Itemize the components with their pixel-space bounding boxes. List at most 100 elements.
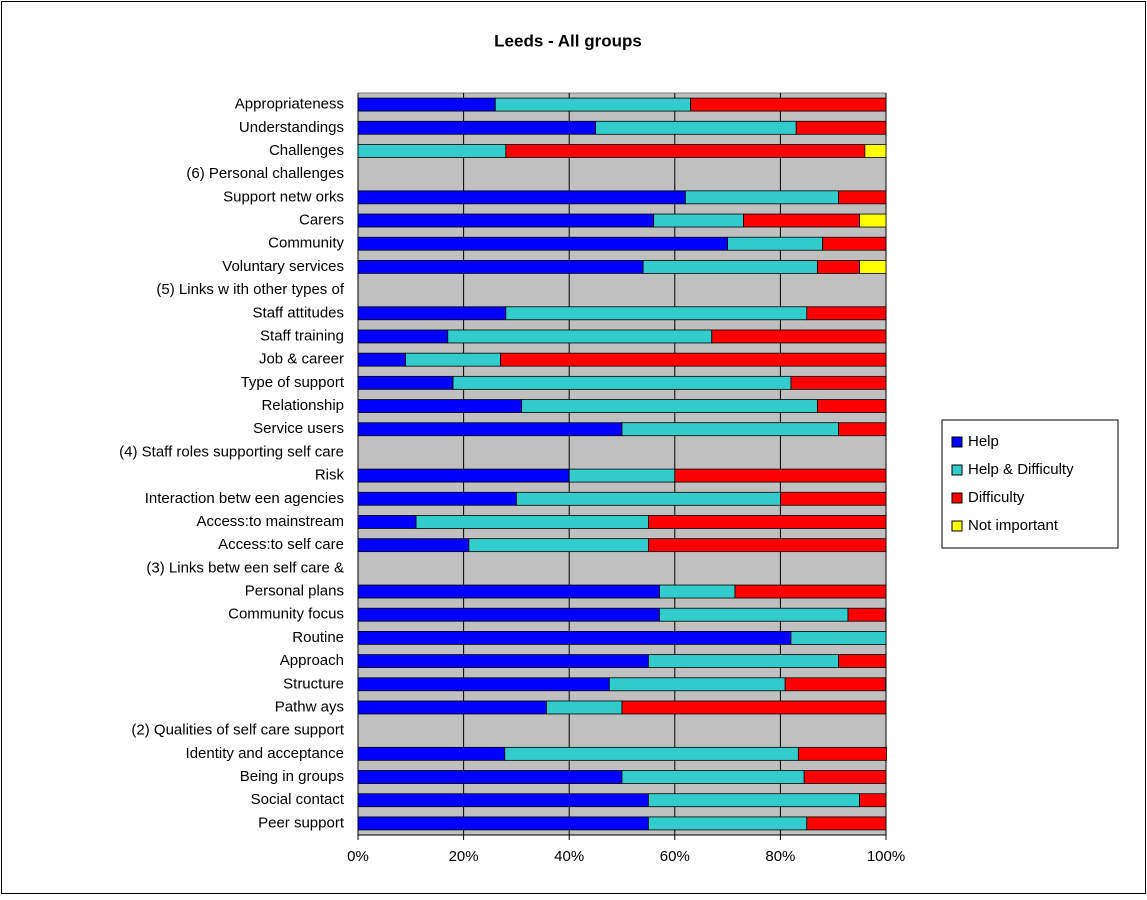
bar-segment: [847, 607, 886, 622]
bar-segment: [838, 422, 887, 437]
bar-segment: [357, 190, 686, 205]
bar-segment: [357, 352, 406, 367]
y-tick-label: Access:to mainstream: [196, 513, 344, 530]
y-tick-label: Being in groups: [240, 768, 344, 785]
bar-segment: [797, 746, 887, 761]
legend-swatch: [951, 520, 963, 532]
y-tick-label: Support netw orks: [223, 188, 344, 205]
y-tick-label: Community focus: [228, 606, 344, 623]
legend-label: Difficulty: [968, 489, 1025, 506]
bar-segment: [621, 700, 887, 715]
y-tick-label: Appropriateness: [235, 96, 344, 113]
bar-segment: [357, 399, 523, 413]
bar-segment: [516, 491, 781, 506]
y-tick-label: (2) Qualities of self care support: [131, 722, 344, 739]
y-tick-label: Risk: [315, 467, 345, 484]
bar-segment: [568, 468, 676, 483]
bar-segment: [357, 770, 623, 784]
bar-segment: [864, 144, 887, 158]
bar-segment: [838, 654, 887, 668]
bar-segment: [494, 97, 692, 112]
bar-segment: [357, 515, 417, 529]
y-tick-label: Voluntary services: [222, 258, 344, 275]
y-tick-label: Structure: [283, 675, 344, 692]
bar-segment: [684, 190, 839, 205]
bar-segment: [621, 422, 839, 437]
bar-segment: [357, 491, 517, 506]
bar-segment: [505, 306, 808, 321]
bar-segment: [642, 260, 818, 274]
bar-segment: [727, 236, 824, 251]
y-tick-label: Staff attitudes: [253, 304, 344, 321]
bar-segment: [357, 329, 449, 344]
bar-segment: [357, 793, 649, 808]
y-tick-label: Staff training: [260, 327, 344, 344]
legend-label: Help: [968, 433, 999, 450]
bar-segment: [659, 607, 849, 622]
bar-segment: [357, 631, 792, 645]
bar-segment: [784, 677, 886, 692]
y-tick-label: Social contact: [251, 791, 345, 808]
bar-segment: [405, 352, 501, 367]
bar-segment: [447, 329, 713, 344]
bar-segment: [357, 677, 610, 692]
y-tick-label: Type of support: [241, 374, 345, 391]
x-tick-label: 60%: [660, 848, 690, 865]
bar-segment: [659, 584, 736, 599]
bar-segment: [357, 260, 644, 274]
bar-segment: [357, 468, 570, 483]
y-tick-label: Challenges: [269, 142, 344, 159]
bar-segment: [357, 816, 649, 831]
bar-segment: [690, 97, 887, 112]
legend-label: Not important: [968, 517, 1059, 534]
x-tick-label: 100%: [867, 848, 905, 865]
y-tick-label: Access:to self care: [218, 536, 344, 553]
x-tick-label: 80%: [765, 848, 795, 865]
bar-segment: [357, 538, 470, 553]
bar-segment: [734, 584, 887, 599]
x-tick-label: 20%: [449, 848, 479, 865]
x-tick-label: 0%: [347, 848, 369, 865]
bar-segment: [357, 97, 496, 112]
y-tick-label: Peer support: [258, 814, 345, 831]
bar-segment: [648, 793, 861, 808]
bar-segment: [648, 538, 887, 553]
bar-segment: [357, 120, 597, 135]
bar-segment: [803, 770, 887, 784]
legend-label: Help & Difficulty: [968, 461, 1074, 478]
bar-segment: [859, 213, 887, 228]
bar-segment: [780, 491, 887, 506]
y-tick-label: (4) Staff roles supporting self care: [119, 443, 344, 460]
chart-title: Leeds - All groups: [494, 31, 642, 50]
legend-swatch: [951, 436, 963, 448]
legend-swatch: [951, 492, 963, 504]
bar-segment: [790, 375, 887, 390]
y-tick-label: Relationship: [261, 397, 344, 414]
y-tick-label: Service users: [253, 420, 344, 437]
bar-segment: [859, 793, 887, 808]
bar-segment: [595, 120, 797, 135]
y-tick-label: Identity and acceptance: [186, 745, 344, 762]
bar-segment: [500, 352, 887, 367]
plot-area: [357, 92, 887, 836]
bar-segment: [816, 399, 887, 413]
bar-segment: [859, 260, 887, 274]
bar-segment: [357, 236, 729, 251]
bar-segment: [806, 306, 887, 321]
bar-segment: [546, 700, 623, 715]
y-tick-label: (6) Personal challenges: [186, 165, 344, 182]
legend-box: [941, 419, 1119, 549]
y-tick-label: Personal plans: [245, 583, 344, 600]
bar-segment: [806, 816, 887, 831]
bar-segment: [357, 422, 623, 437]
bar-segment: [521, 399, 818, 413]
bar-segment: [608, 677, 786, 692]
bar-segment: [648, 654, 839, 668]
bar-segment: [357, 607, 660, 622]
legend-swatch: [951, 464, 963, 476]
y-tick-label: Community: [268, 235, 344, 252]
bar-segment: [415, 515, 649, 529]
bar-segment: [452, 375, 792, 390]
bar-segment: [357, 306, 507, 321]
